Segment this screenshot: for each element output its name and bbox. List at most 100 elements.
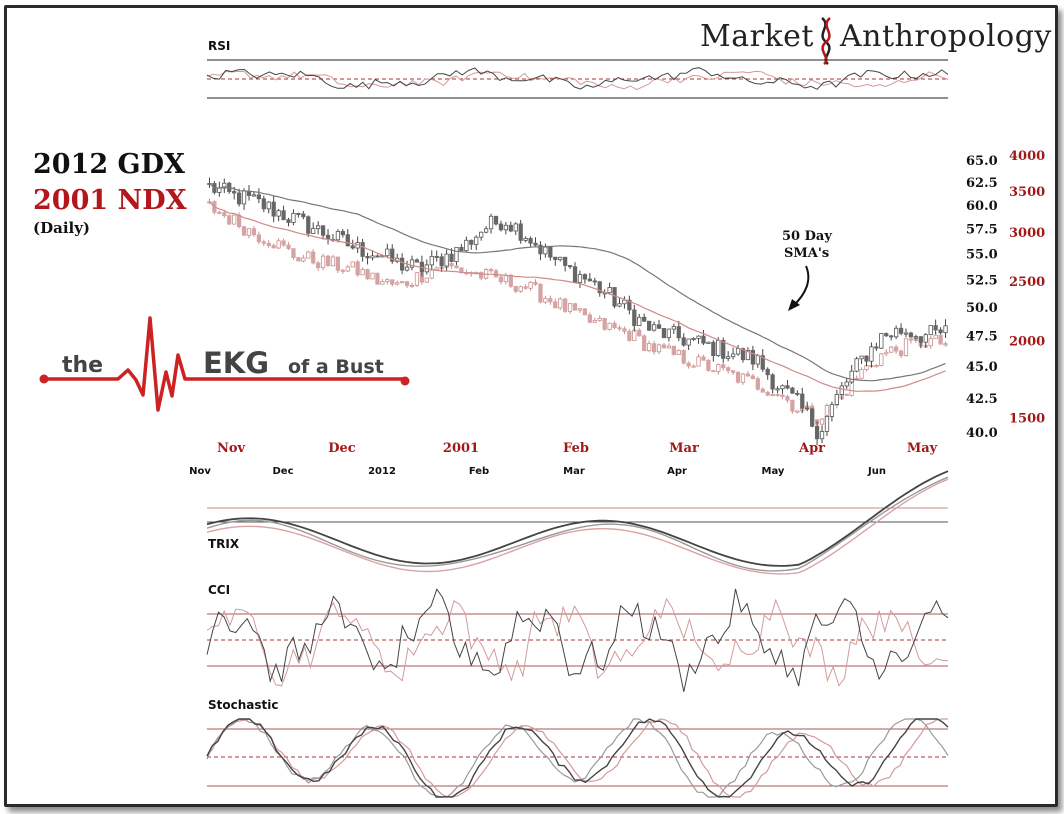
ndx-candle — [335, 256, 341, 271]
x-tick-black: Jun — [867, 466, 886, 477]
gdx-candle — [291, 212, 296, 223]
x-tick-black: May — [762, 466, 785, 477]
x-tick-black: Apr — [667, 466, 687, 477]
x-tick-red: 2001 — [443, 441, 479, 456]
ndx-candle — [311, 251, 316, 264]
gdx-candle — [745, 349, 751, 361]
gdx-candle — [335, 231, 341, 241]
gdx-candle — [849, 370, 854, 383]
gdx-candle — [933, 325, 938, 331]
ndx-candle — [696, 356, 701, 367]
gdx-candle — [483, 228, 489, 233]
gdx-candle — [582, 274, 588, 280]
dna-icon — [821, 17, 831, 65]
ndx-candle — [503, 274, 508, 283]
ndx-candle — [454, 265, 459, 269]
gdx-candle — [824, 416, 830, 432]
ndx-candle — [370, 272, 375, 280]
gdx-candle — [587, 278, 592, 282]
gdx-candle — [370, 255, 375, 259]
gdx-candle — [518, 223, 523, 241]
gdx-candle — [301, 213, 306, 218]
left-axis-tick: 50.0 — [966, 301, 998, 316]
gdx-candle — [528, 238, 533, 244]
gdx-candle — [350, 245, 355, 249]
ndx-candle — [745, 373, 751, 377]
gdx-candle — [306, 216, 311, 234]
gdx-candle — [800, 393, 805, 409]
gdx-candle — [839, 385, 844, 395]
ndx-candle — [227, 215, 232, 225]
ndx-candle — [340, 269, 345, 272]
ndx-candle — [750, 375, 755, 380]
ndx-candle — [355, 261, 360, 276]
gdx-candle — [439, 256, 444, 267]
ndx-candle — [765, 391, 770, 396]
ndx-candle — [632, 329, 637, 341]
gdx-candle — [533, 242, 538, 246]
right-axis-tick: 3000 — [1009, 226, 1045, 241]
gdx-candle — [404, 266, 410, 271]
ndx-candle — [567, 303, 573, 312]
ndx-candle — [528, 281, 533, 289]
gdx-candle — [874, 346, 879, 349]
ndx-candle — [859, 369, 864, 379]
gdx-candle — [913, 336, 919, 339]
right-axis-tick: 2000 — [1009, 335, 1045, 350]
ndx-candle — [424, 277, 429, 283]
ndx-candle — [320, 255, 326, 269]
ndx-candle — [726, 367, 731, 372]
stoch-gdx-line — [206, 718, 949, 798]
ndx-candle — [760, 388, 765, 393]
left-axis-tick: 62.5 — [966, 176, 998, 191]
cci-label: CCI — [208, 583, 230, 597]
ndx-candle — [656, 344, 662, 353]
ndx-candle — [523, 286, 528, 289]
gdx-candle — [503, 224, 508, 231]
rsi-panel — [206, 59, 949, 99]
rsi-ndx-line — [206, 70, 949, 91]
gdx-candle — [647, 320, 652, 331]
ekg-logo: the EKG of a Bust — [39, 316, 410, 412]
gdx-candle — [592, 280, 597, 283]
gdx-candle — [790, 387, 795, 394]
ndx-candle — [251, 228, 257, 236]
ekg-dot-left — [39, 374, 49, 384]
gdx-candle — [661, 328, 667, 339]
gdx-candle — [271, 201, 276, 217]
left-axis-tick: 42.5 — [966, 392, 998, 407]
gdx-candle — [597, 281, 602, 294]
ndx-candle — [721, 364, 726, 369]
gdx-candle — [572, 266, 578, 283]
ndx-candle — [795, 410, 800, 413]
gdx-candle — [928, 325, 933, 336]
gdx-candle — [770, 374, 775, 390]
gdx-candle — [706, 341, 711, 344]
gdx-candle — [375, 255, 380, 258]
left-axis-tick: 65.0 — [966, 154, 998, 169]
gdx-candle — [345, 234, 350, 247]
gdx-candle — [884, 333, 889, 337]
ndx-candle — [479, 272, 484, 279]
gdx-candle — [409, 259, 415, 268]
annotation-line1: 50 Day — [782, 229, 832, 244]
ndx-candle — [395, 282, 400, 285]
gdx-candle — [637, 316, 642, 327]
ndx-candle — [434, 267, 439, 271]
gdx-candle — [577, 274, 583, 283]
annotation-line2: SMA's — [784, 246, 829, 261]
x-tick-red: May — [907, 441, 938, 456]
gdx-candle — [903, 332, 909, 335]
ndx-candle — [597, 318, 602, 321]
ndx-candle — [706, 359, 711, 371]
ndx-candle — [385, 279, 390, 283]
gdx-candle — [691, 337, 696, 340]
ndx-candle — [291, 248, 296, 258]
right-axis-tick: 1500 — [1009, 412, 1045, 427]
gdx-candle — [775, 388, 780, 391]
x-tick-red: Mar — [669, 441, 699, 456]
gdx-candle — [854, 358, 859, 372]
ndx-candle — [429, 269, 434, 279]
ndx-candle — [306, 251, 311, 259]
